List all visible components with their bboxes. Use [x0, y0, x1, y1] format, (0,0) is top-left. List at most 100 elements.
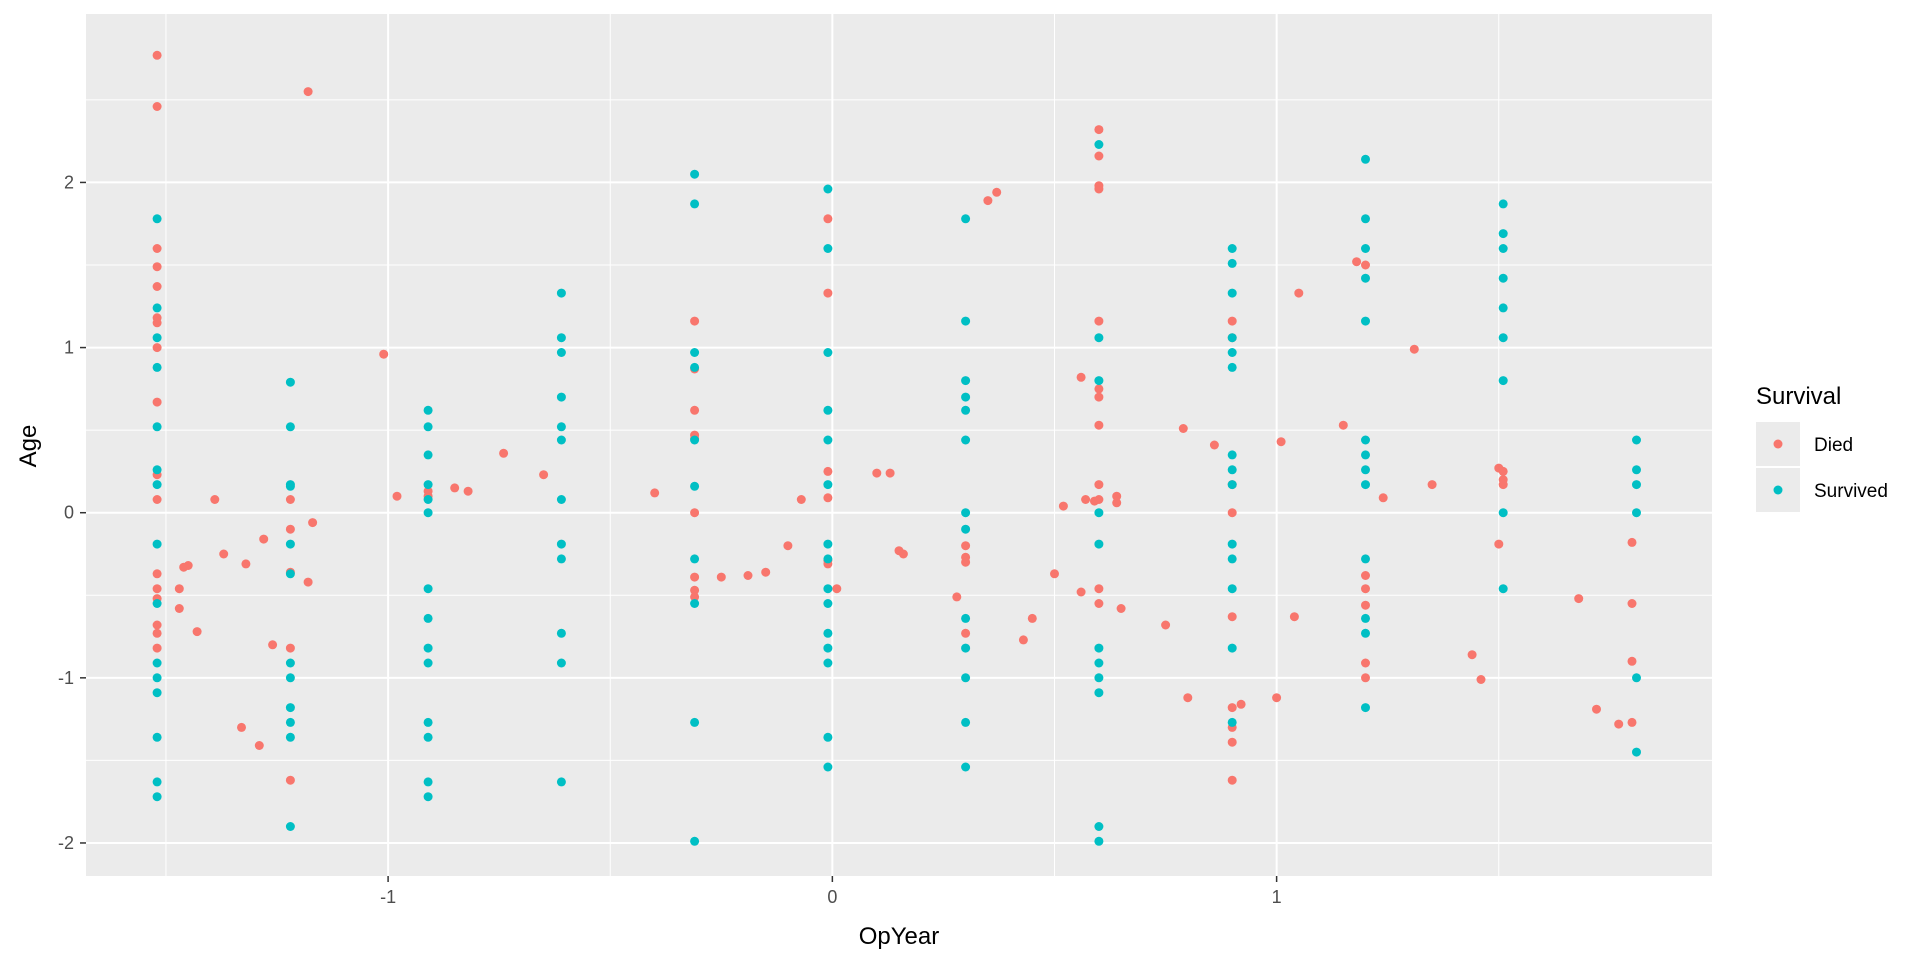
point-survived	[1361, 465, 1370, 475]
point-died	[1094, 125, 1104, 135]
point-survived	[423, 422, 433, 432]
point-died	[690, 572, 700, 582]
point-survived	[1227, 244, 1237, 253]
point-died	[174, 604, 184, 613]
point-survived	[690, 435, 700, 445]
point-survived	[423, 658, 433, 668]
point-survived	[152, 792, 162, 802]
point-survived	[823, 554, 833, 564]
point-survived	[423, 613, 433, 623]
point-survived	[1498, 508, 1508, 518]
point-survived	[1094, 643, 1104, 653]
point-died	[152, 584, 162, 594]
point-survived	[556, 348, 566, 357]
point-died	[254, 741, 264, 750]
point-died	[690, 585, 700, 595]
point-survived	[1094, 376, 1104, 386]
point-survived	[285, 658, 295, 668]
point-survived	[1632, 465, 1641, 475]
point-died	[379, 349, 389, 359]
point-died	[1209, 440, 1219, 450]
point-survived	[961, 376, 971, 386]
point-survived	[556, 495, 566, 504]
point-died	[1627, 717, 1637, 727]
point-died	[1094, 599, 1104, 608]
point-died	[1294, 288, 1304, 298]
legend-label-died: Died	[1814, 435, 1853, 456]
point-survived	[423, 717, 433, 727]
point-survived	[1094, 673, 1104, 683]
point-survived	[823, 405, 833, 415]
point-died	[690, 405, 700, 415]
point-survived	[1361, 613, 1370, 623]
point-survived	[285, 569, 295, 579]
point-survived	[556, 539, 566, 549]
point-survived	[1498, 584, 1508, 594]
point-died	[392, 491, 402, 501]
point-survived	[961, 435, 971, 445]
point-died	[1498, 466, 1508, 476]
point-survived	[1632, 747, 1641, 757]
legend-marker-died	[1773, 439, 1783, 449]
point-survived	[1361, 154, 1370, 164]
series-died-points	[152, 50, 1637, 785]
point-survived	[1361, 214, 1370, 224]
point-died	[1227, 703, 1237, 713]
point-survived	[1498, 244, 1508, 253]
point-survived	[1227, 554, 1237, 564]
point-died	[285, 495, 295, 504]
point-survived	[690, 362, 700, 372]
point-survived	[1227, 717, 1237, 727]
point-survived	[1632, 508, 1641, 518]
point-survived	[556, 435, 566, 445]
point-survived	[285, 703, 295, 713]
point-died	[1574, 594, 1584, 604]
point-survived	[556, 422, 566, 432]
point-survived	[152, 303, 162, 313]
legend: Survival Died Survived	[1756, 383, 1888, 512]
point-died	[1112, 498, 1122, 508]
point-died	[152, 262, 162, 272]
point-survived	[961, 405, 971, 415]
point-survived	[961, 316, 971, 326]
point-died	[983, 196, 993, 206]
x-axis-title: OpYear	[859, 923, 940, 950]
point-survived	[1361, 435, 1370, 445]
point-died	[152, 244, 162, 253]
point-survived	[1498, 229, 1508, 239]
point-survived	[690, 348, 700, 357]
point-survived	[556, 777, 566, 787]
point-died	[423, 486, 433, 496]
point-survived	[556, 288, 566, 298]
point-survived	[961, 392, 971, 402]
x-tick-label: 0	[827, 887, 837, 907]
point-survived	[1094, 539, 1104, 549]
point-survived	[423, 584, 433, 594]
point-survived	[823, 643, 833, 653]
point-died	[1076, 587, 1086, 597]
point-survived	[152, 480, 162, 490]
point-died	[650, 488, 660, 498]
point-survived	[1361, 316, 1370, 326]
point-survived	[823, 762, 833, 772]
point-survived	[1094, 508, 1104, 518]
point-died	[192, 627, 202, 637]
point-died	[210, 495, 220, 504]
point-survived	[690, 169, 700, 179]
point-died	[690, 592, 700, 602]
point-survived	[961, 643, 971, 653]
point-died	[499, 448, 509, 458]
point-survived	[285, 732, 295, 742]
point-died	[1627, 656, 1637, 666]
y-axis-title: Age	[15, 425, 42, 468]
point-survived	[556, 628, 566, 638]
point-died	[783, 541, 793, 551]
point-survived	[690, 599, 700, 608]
point-survived	[1632, 480, 1641, 490]
point-survived	[690, 836, 700, 846]
point-survived	[285, 422, 295, 432]
point-died	[539, 470, 549, 480]
point-survived	[1094, 822, 1104, 831]
